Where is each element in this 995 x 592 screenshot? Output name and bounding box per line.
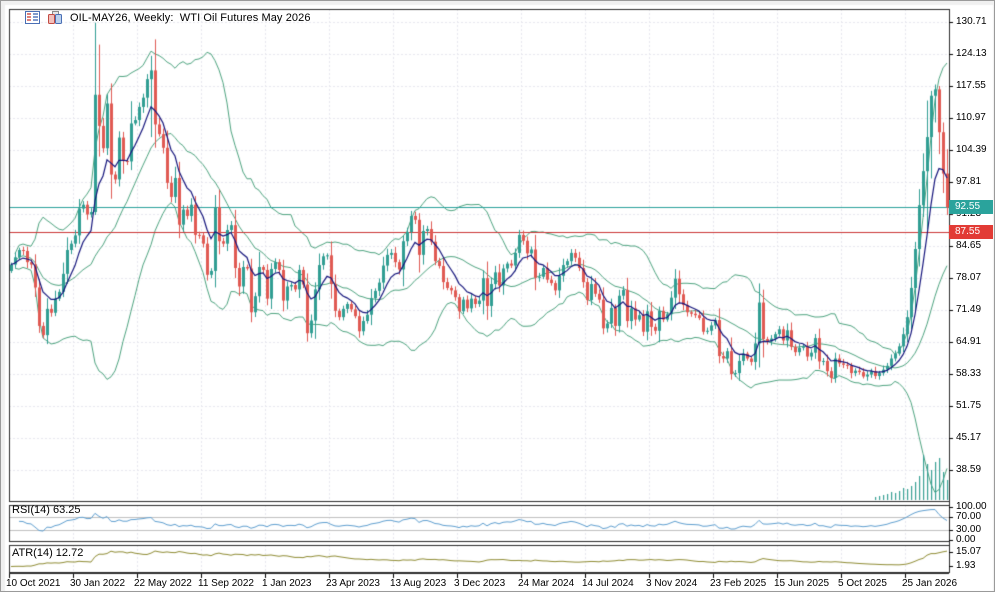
chart-title: OIL-MAY26, Weekly: WTI Oil Futures May 2… xyxy=(70,11,311,24)
price-tick-label: 130.71 xyxy=(956,16,987,27)
date-tick-label: 11 Sep 2022 xyxy=(198,578,254,589)
rsi-axis-label: 30.00 xyxy=(956,524,982,535)
bid-price-flag: 92.55 xyxy=(949,200,993,214)
date-tick-label: 25 Jan 2026 xyxy=(902,578,958,589)
chart-symbol-icon[interactable] xyxy=(47,10,63,25)
date-tick-label: 24 Mar 2024 xyxy=(518,578,575,589)
price-tick-label: 78.07 xyxy=(956,272,982,283)
date-tick-label: 22 May 2022 xyxy=(134,578,192,589)
price-tick-label: 104.39 xyxy=(956,144,987,155)
rsi-axis-label: 70.00 xyxy=(956,511,982,522)
price-tick-label: 110.97 xyxy=(956,112,986,123)
date-tick-label: 3 Nov 2024 xyxy=(646,578,698,589)
chart-title-overlay: OIL-MAY26, Weekly: WTI Oil Futures May 2… xyxy=(25,10,311,25)
price-tick-label: 38.59 xyxy=(956,464,982,475)
atr-indicator-label: ATR(14) 12.72 xyxy=(12,547,84,559)
price-tick-label: 84.65 xyxy=(956,240,982,251)
date-tick-label: 5 Oct 2025 xyxy=(838,578,887,589)
price-tick-label: 45.17 xyxy=(956,432,982,443)
atr-axis-label: 15.07 xyxy=(956,546,982,557)
date-tick-label: 15 Jun 2025 xyxy=(774,578,830,589)
price-tick-label: 124.13 xyxy=(956,48,987,59)
price-tick-label: 51.75 xyxy=(956,400,982,411)
price-tick-label: 117.55 xyxy=(956,80,986,91)
date-tick-label: 14 Jul 2024 xyxy=(582,578,634,589)
date-tick-label: 1 Jan 2023 xyxy=(262,578,312,589)
date-tick-label: 3 Dec 2023 xyxy=(454,578,506,589)
rsi-indicator-label: RSI(14) 63.25 xyxy=(12,504,81,516)
date-tick-label: 23 Apr 2023 xyxy=(326,578,380,589)
date-tick-label: 30 Jan 2022 xyxy=(70,578,126,589)
rsi-axis-label: 100.00 xyxy=(956,501,987,512)
market-watch-icon[interactable] xyxy=(25,11,40,24)
atr-axis-label: 1.93 xyxy=(956,560,976,571)
price-tick-label: 58.33 xyxy=(956,368,982,379)
rsi-axis-label: 0.00 xyxy=(956,534,976,545)
price-tick-label: 71.49 xyxy=(956,304,982,315)
date-tick-label: 13 Aug 2023 xyxy=(390,578,447,589)
price-tick-label: 64.91 xyxy=(956,336,982,347)
hline-price-flag: 87.55 xyxy=(949,225,993,239)
price-tick-label: 97.81 xyxy=(956,176,982,187)
date-tick-label: 23 Feb 2025 xyxy=(710,578,767,589)
date-tick-label: 10 Oct 2021 xyxy=(6,578,61,589)
